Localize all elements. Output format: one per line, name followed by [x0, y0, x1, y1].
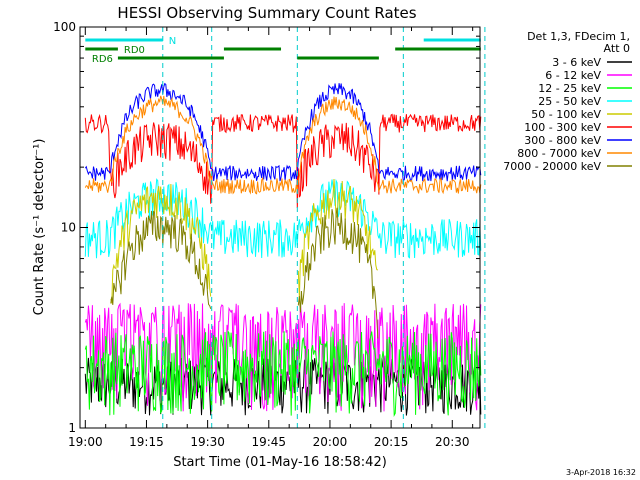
top-bar-label-0: N [169, 36, 176, 47]
x-tick-label-2: 19:30 [190, 435, 225, 449]
series-line-3 [84, 178, 482, 259]
x-tick-label-5: 20:15 [374, 435, 409, 449]
series-line-4 [110, 178, 379, 304]
x-tick-label-6: 20:30 [435, 435, 470, 449]
legend-label-8: 7000 - 20000 keV [503, 160, 601, 173]
y-tick-label-1: 10 [61, 221, 76, 235]
legend-label-2: 12 - 25 keV [538, 82, 601, 95]
legend-label-0: 3 - 6 keV [552, 56, 601, 69]
legend-label-7: 800 - 7000 keV [517, 147, 601, 160]
series-line-5 [84, 113, 482, 209]
x-axis-label: Start Time (01-May-16 18:58:42) [173, 455, 387, 470]
x-tick-label-0: 19:00 [68, 435, 103, 449]
legend-label-6: 300 - 800 keV [524, 134, 601, 147]
x-tick-label-1: 19:15 [129, 435, 164, 449]
top-bar-label-2: RD6 [92, 54, 113, 65]
series-line-7 [84, 95, 482, 195]
y-tick-label-0: 1 [68, 421, 76, 435]
legend-header-line-1: Att 0 [604, 42, 630, 55]
x-tick-label-4: 20:00 [313, 435, 348, 449]
legend-label-3: 25 - 50 keV [538, 95, 601, 108]
chart-title: HESSI Observing Summary Count Rates [117, 4, 416, 22]
footer-date: 3-Apr-2018 16:32 [566, 468, 636, 477]
legend-label-1: 6 - 12 keV [545, 69, 601, 82]
x-tick-label-3: 19:45 [251, 435, 286, 449]
legend-label-5: 100 - 300 keV [524, 121, 601, 134]
y-axis-label: Count Rate (s⁻¹ detector⁻¹) [32, 139, 47, 316]
legend-header-line-0: Det 1,3, FDecim 1, [527, 30, 630, 43]
series-line-2 [84, 329, 482, 418]
top-bar-label-1: RD0 [124, 45, 145, 56]
y-tick-label-2: 100 [53, 20, 76, 34]
series-line-8 [110, 207, 379, 339]
legend-label-4: 50 - 100 keV [531, 108, 601, 121]
series-line-6 [84, 82, 482, 183]
